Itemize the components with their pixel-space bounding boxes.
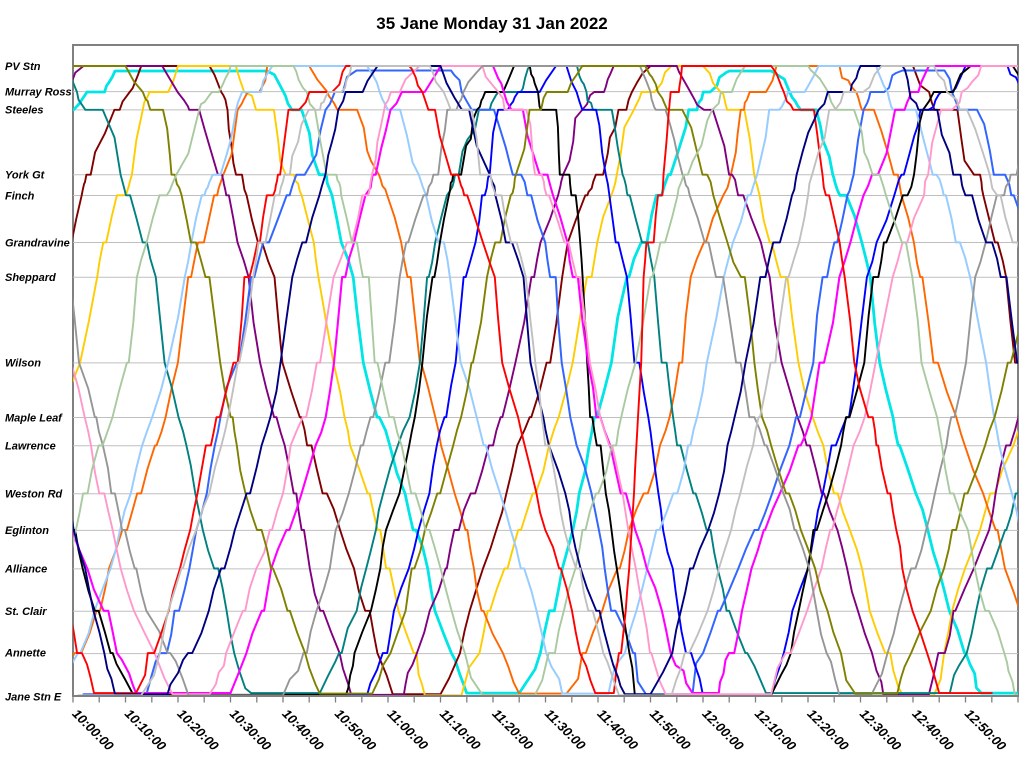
svg-text:PV Stn: PV Stn: [5, 61, 41, 73]
svg-text:Steeles: Steeles: [5, 105, 44, 117]
svg-text:Wilson: Wilson: [5, 358, 41, 370]
svg-text:Eglinton: Eglinton: [5, 525, 49, 537]
svg-text:Lawrence: Lawrence: [5, 441, 56, 453]
svg-text:35 Jane Monday 31 Jan 2022: 35 Jane Monday 31 Jan 2022: [376, 14, 608, 33]
svg-text:St. Clair: St. Clair: [5, 606, 47, 618]
svg-text:Sheppard: Sheppard: [5, 272, 56, 284]
svg-text:Maple Leaf: Maple Leaf: [5, 412, 63, 424]
svg-text:Weston Rd: Weston Rd: [5, 489, 63, 501]
svg-text:Murray Ross: Murray Ross: [5, 86, 72, 98]
svg-text:Finch: Finch: [5, 190, 35, 202]
svg-text:Annette: Annette: [4, 647, 46, 659]
svg-text:Grandravine: Grandravine: [5, 237, 70, 249]
svg-text:Jane Stn E: Jane Stn E: [5, 691, 62, 703]
svg-text:Alliance: Alliance: [4, 564, 47, 576]
svg-text:York Gt: York Gt: [5, 170, 46, 182]
